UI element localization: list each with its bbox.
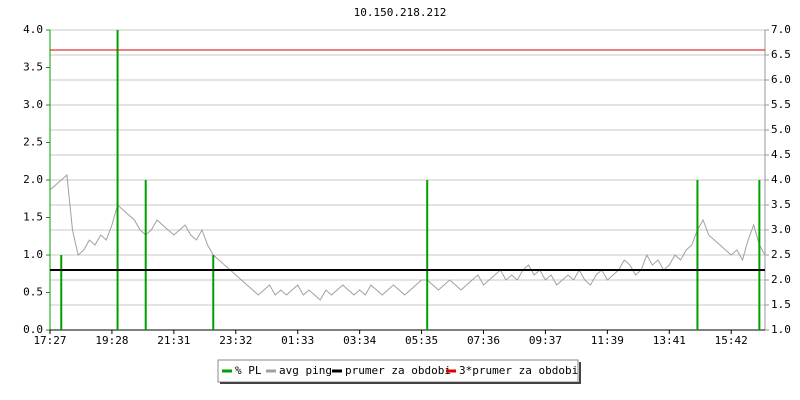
y2-tick-label: 2.0 <box>771 273 791 286</box>
x-tick-label: 21:31 <box>157 334 190 347</box>
x-tick-label: 01:33 <box>281 334 314 347</box>
y2-tick-label: 1.0 <box>771 323 791 336</box>
y-tick-label: 2.0 <box>23 173 43 186</box>
y-tick-label: 4.0 <box>23 23 43 36</box>
y2-tick-label: 6.0 <box>771 73 791 86</box>
x-tick-label: 05:35 <box>405 334 438 347</box>
legend: % PL avg ping prumer za obdobi 3*prumer za … <box>217 359 581 384</box>
y2-tick-label: 2.5 <box>771 248 791 261</box>
x-tick-label: 09:37 <box>529 334 562 347</box>
legend-label: 3*prumer za obdobi <box>459 364 578 377</box>
legend-label: prumer za obdobi <box>345 364 451 377</box>
x-tick-label: 03:34 <box>343 334 376 347</box>
x-tick-label: 13:41 <box>653 334 686 347</box>
y2-tick-label: 3.0 <box>771 223 791 236</box>
y-tick-label: 2.5 <box>23 136 43 149</box>
chart-title: 10.150.218.212 <box>354 6 447 19</box>
y-tick-label: 3.5 <box>23 61 43 74</box>
y-tick-label: 3.0 <box>23 98 43 111</box>
y-tick-label: 1.5 <box>23 211 43 224</box>
y-tick-label: 0.5 <box>23 286 43 299</box>
y2-tick-label: 4.5 <box>771 148 791 161</box>
y2-tick-label: 4.0 <box>771 173 791 186</box>
y2-tick-label: 7.0 <box>771 23 791 36</box>
x-tick-label: 19:28 <box>95 334 128 347</box>
ping-line <box>49 173 766 301</box>
y2-tick-label: 6.5 <box>771 48 791 61</box>
x-tick-label: 23:32 <box>219 334 252 347</box>
y-tick-label: 0.0 <box>23 323 43 336</box>
x-tick-label: 07:36 <box>467 334 500 347</box>
x-tick-label: 17:27 <box>33 334 66 347</box>
y2-tick-label: 3.5 <box>771 198 791 211</box>
legend-label: avg ping <box>279 364 332 377</box>
legend-label: % PL <box>235 364 262 377</box>
x-tick-label: 11:39 <box>591 334 624 347</box>
y-tick-label: 1.0 <box>23 248 43 261</box>
y2-tick-label: 5.5 <box>771 98 791 111</box>
y2-tick-label: 1.5 <box>771 298 791 311</box>
x-tick-label: 15:42 <box>715 334 748 347</box>
y2-tick-label: 5.0 <box>771 123 791 136</box>
